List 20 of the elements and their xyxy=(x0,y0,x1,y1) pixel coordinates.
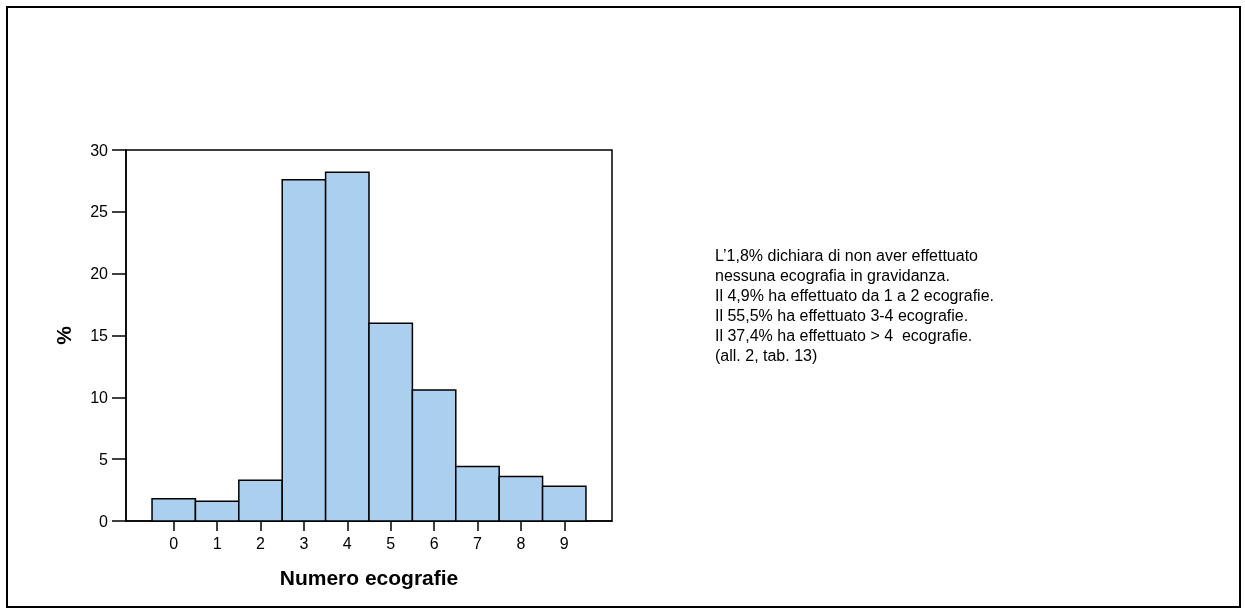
y-axis-title: % xyxy=(52,325,75,345)
y-tick-label: 20 xyxy=(90,265,109,283)
y-tick-label: 25 xyxy=(90,203,109,221)
x-tick-label: 9 xyxy=(559,534,569,552)
x-tick-label: 0 xyxy=(169,534,179,552)
text: L’1,8% dichiara di non aver effettuato nessuna ecografia in gravidanza. Il 4,9% ha effettuato da 1 a 2 ecografie. Il 55,5% ha effettuato 3-4 ecografie. Il 37,4% ha effettuato > 4 ecografie. (all. 2, tab. 13) xyxy=(715,246,995,364)
x-tick-label: 8 xyxy=(516,534,526,552)
x-tick-label: 6 xyxy=(429,534,439,552)
y-tick-label: 30 xyxy=(90,141,109,159)
x-axis-title: Numero ecografie xyxy=(279,566,459,589)
x-tick-label: 7 xyxy=(473,534,483,552)
x-tick-label: 1 xyxy=(212,534,222,552)
x-tick-label: 5 xyxy=(386,534,396,552)
x-tick-label: 4 xyxy=(342,534,352,552)
x-tick-label: 2 xyxy=(256,534,266,552)
y-tick-label: 15 xyxy=(90,327,109,344)
y-tick-label: 10 xyxy=(90,388,109,406)
x-tick-label: 3 xyxy=(299,534,309,552)
y-tick-label: 5 xyxy=(99,450,109,468)
y-tick-label: 0 xyxy=(99,512,109,530)
